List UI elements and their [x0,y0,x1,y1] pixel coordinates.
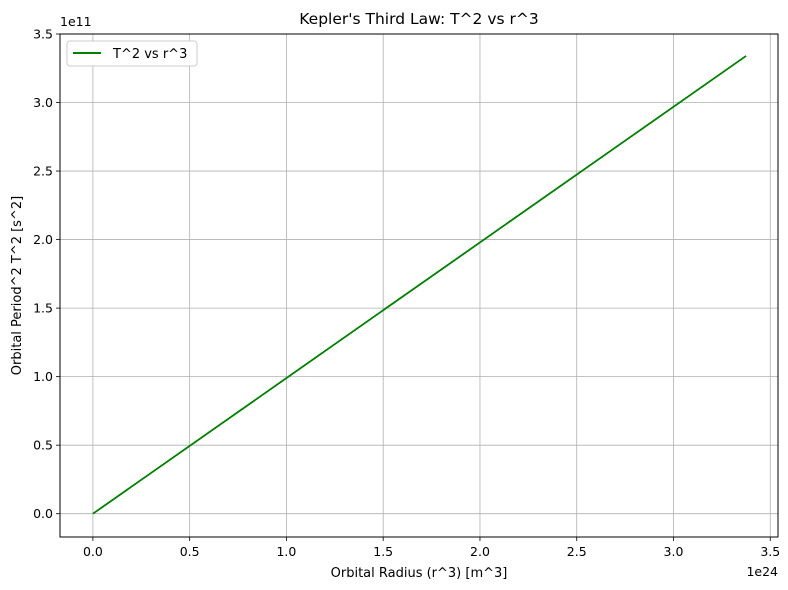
chart-title: Kepler's Third Law: T^2 vs r^3 [299,10,538,28]
y-axis-label: Orbital Period^2 T^2 [s^2] [10,196,25,375]
x-tick-label: 0.0 [83,544,103,559]
y-tick-label: 0.5 [33,438,53,453]
grid [60,33,778,537]
legend-box [66,40,198,67]
y-tick-label: 2.5 [33,164,53,179]
y-axis-ticks: 0.0 0.5 1.0 1.5 2.0 2.5 3.0 3.5 [33,27,60,521]
x-axis-ticks: 0.0 0.5 1.0 1.5 2.0 2.5 3.0 3.5 [83,537,780,559]
x-tick-label: 0.5 [180,544,200,559]
y-tick-label: 0.0 [33,506,53,521]
x-axis-label: Orbital Radius (r^3) [m^3] [331,566,508,581]
x-tick-label: 3.5 [760,544,780,559]
x-tick-label: 1.0 [276,544,296,559]
x-tick-label: 1.5 [373,544,393,559]
y-offset-text: 1e11 [60,14,92,29]
y-tick-label: 1.5 [33,301,53,316]
legend-label: T^2 vs r^3 [112,47,187,62]
y-tick-label: 1.0 [33,369,53,384]
x-offset-text: 1e24 [746,564,778,579]
x-tick-label: 2.0 [470,544,490,559]
legend: T^2 vs r^3 [66,40,198,67]
x-tick-label: 2.5 [567,544,587,559]
y-tick-label: 2.0 [33,232,53,247]
plot-area-frame [59,33,779,538]
x-tick-label: 3.0 [664,544,684,559]
y-tick-label: 3.0 [33,95,53,110]
series-layer [92,55,747,515]
series-line [92,55,747,515]
y-tick-label: 3.5 [33,27,53,42]
